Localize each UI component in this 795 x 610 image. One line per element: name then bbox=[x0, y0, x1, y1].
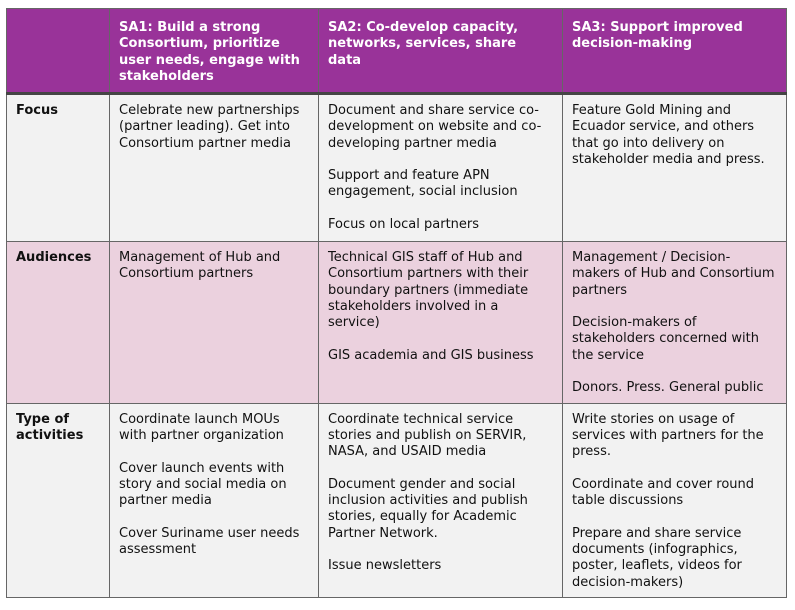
focus-sa1-cell: Celebrate new partnerships (partner lead… bbox=[109, 93, 319, 242]
type-sa3-text-1: Write stories on usage of services with … bbox=[572, 411, 764, 460]
focus-sa3-cell: Feature Gold Mining and Ecuador service,… bbox=[562, 93, 787, 242]
table-row-type-of-activities: Type of activities Coordinate launch MOU… bbox=[6, 402, 787, 598]
type-sa3-text-2: Coordinate and cover round table discuss… bbox=[572, 476, 754, 509]
row-label-audiences: Audiences bbox=[6, 241, 110, 404]
strategic-areas-table: SA1: Build a strong Consortium, prioriti… bbox=[6, 8, 787, 598]
table-row-focus: Focus Celebrate new partnerships (partne… bbox=[6, 93, 787, 242]
focus-sa2-cell: Document and share service co-developmen… bbox=[318, 93, 563, 242]
audiences-sa2-text-1: Technical GIS staff of Hub and Consortiu… bbox=[328, 250, 529, 331]
audiences-sa1-text-1: Management of Hub and Consortium partner… bbox=[119, 250, 281, 282]
table-row-audiences: Audiences Management of Hub and Consorti… bbox=[6, 241, 787, 404]
row-label-type-of-activities: Type of activities bbox=[6, 402, 110, 598]
type-sa2-cell: Coordinate technical service stories and… bbox=[318, 402, 563, 598]
audiences-sa2-text-2: GIS academia and GIS business bbox=[328, 347, 534, 363]
header-corner-cell bbox=[6, 8, 110, 94]
header-sa3: SA3: Support improved decision-making bbox=[562, 8, 787, 94]
header-sa1: SA1: Build a strong Consortium, prioriti… bbox=[109, 8, 319, 94]
type-sa2-text-2: Document gender and social inclusion act… bbox=[328, 476, 528, 541]
focus-sa1-text-1: Celebrate new partnerships (partner lead… bbox=[119, 103, 300, 151]
type-sa2-text-3: Issue newsletters bbox=[328, 558, 442, 574]
focus-sa3-text-1: Feature Gold Mining and Ecuador service,… bbox=[572, 103, 765, 167]
audiences-sa3-cell: Management / Decision-makers of Hub and … bbox=[562, 241, 787, 404]
focus-sa2-text-1: Document and share service co-developmen… bbox=[328, 103, 542, 151]
type-sa1-text-3: Cover Suriname user needs assessment bbox=[119, 525, 300, 558]
audiences-sa3-text-1: Management / Decision-makers of Hub and … bbox=[572, 250, 775, 298]
focus-sa2-text-2: Support and feature APN engagement, soci… bbox=[328, 168, 518, 200]
focus-sa2-text-3: Focus on local partners bbox=[328, 217, 480, 233]
strategy-table-container: SA1: Build a strong Consortium, prioriti… bbox=[6, 8, 787, 598]
audiences-sa2-cell: Technical GIS staff of Hub and Consortiu… bbox=[318, 241, 563, 404]
audiences-sa1-cell: Management of Hub and Consortium partner… bbox=[109, 241, 319, 404]
type-sa1-cell: Coordinate launch MOUs with partner orga… bbox=[109, 402, 319, 598]
table-header-row: SA1: Build a strong Consortium, prioriti… bbox=[6, 8, 787, 94]
type-sa1-text-1: Coordinate launch MOUs with partner orga… bbox=[119, 411, 284, 443]
row-label-focus: Focus bbox=[6, 93, 110, 242]
header-sa2: SA2: Co-develop capacity, networks, serv… bbox=[318, 8, 563, 94]
type-sa1-text-2: Cover launch events with story and socia… bbox=[119, 460, 287, 509]
type-sa3-text-3: Prepare and share service documents (inf… bbox=[572, 525, 742, 590]
audiences-sa3-text-3: Donors. Press. General public bbox=[572, 380, 764, 396]
type-sa3-cell: Write stories on usage of services with … bbox=[562, 402, 787, 598]
audiences-sa3-text-2: Decision-makers of stakeholders concerne… bbox=[572, 315, 760, 363]
type-sa2-text-1: Coordinate technical service stories and… bbox=[328, 411, 527, 460]
